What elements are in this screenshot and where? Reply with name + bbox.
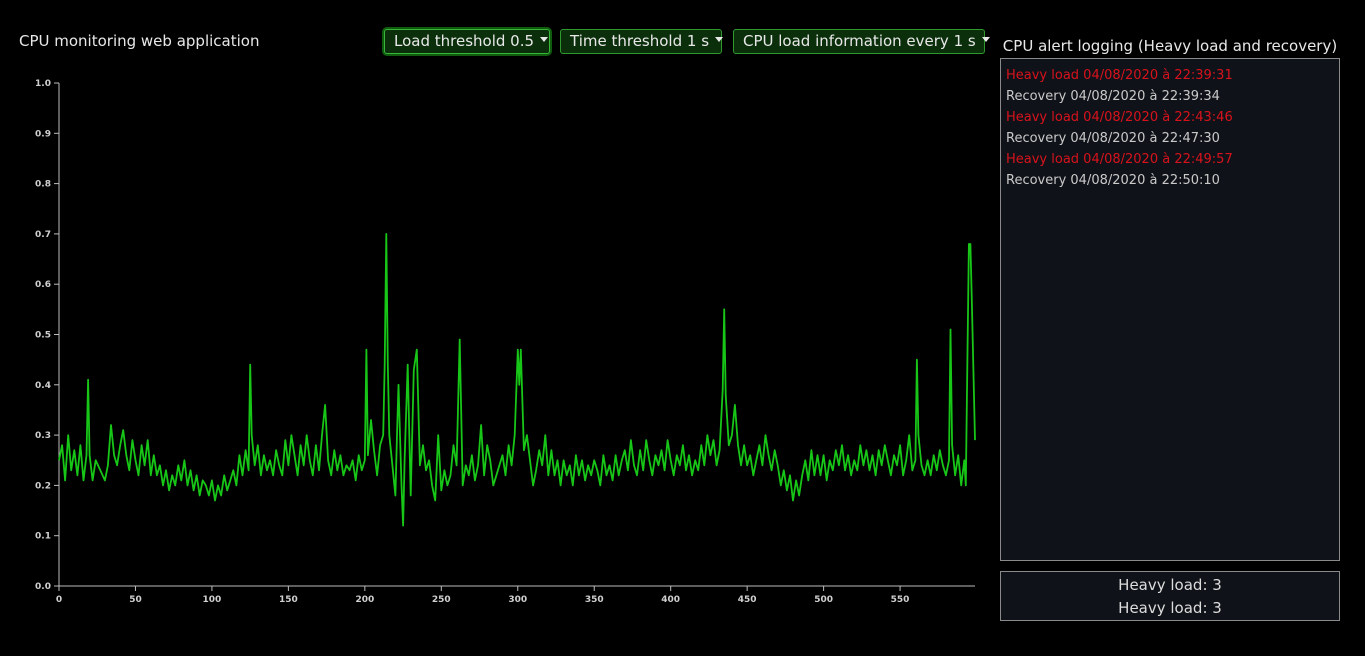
cpu-load-line (58, 232, 976, 527)
x-tick-label: 550 (891, 595, 910, 605)
x-tick-label: 50 (129, 595, 142, 605)
log-entry-recovery: Recovery 04/08/2020 à 22:50:10 (1006, 173, 1220, 188)
x-tick-label: 500 (814, 595, 833, 605)
y-tick-label: 0.9 (35, 129, 51, 139)
log-entry-heavy: Heavy load 04/08/2020 à 22:39:31 (1006, 68, 1233, 83)
page-title: CPU monitoring web application (19, 32, 260, 50)
cpu-load-chart: 0.0 0.1 0.2 0.3 0.4 0.5 0.6 0.7 0.8 0.9 1.0 0 50 100… (35, 79, 976, 605)
y-tick-label: 0.2 (35, 481, 51, 491)
caret-down-icon (715, 37, 724, 42)
y-tick-label: 1.0 (35, 79, 51, 89)
x-axis: 0 50 100 150 200 250 300 350 400 450 500 550 (56, 585, 975, 605)
caret-down-icon (981, 37, 990, 42)
y-tick-label: 0.5 (35, 331, 51, 341)
y-tick-label: 0.7 (35, 230, 51, 240)
x-tick-label: 100 (203, 595, 222, 605)
alert-log-title: CPU alert logging (Heavy load and recove… (1002, 37, 1338, 55)
y-tick-label: 0.8 (35, 180, 51, 190)
heavy-load-count: Heavy load: 3 (1118, 576, 1222, 594)
log-entry-heavy: Heavy load 04/08/2020 à 22:49:57 (1006, 152, 1233, 167)
x-tick-label: 450 (738, 595, 757, 605)
time-threshold-label: Time threshold 1 s (570, 32, 710, 50)
info-interval-dropdown[interactable]: CPU load information every 1 s (733, 29, 990, 54)
caret-down-icon (540, 37, 549, 42)
y-axis: 0.0 0.1 0.2 0.3 0.4 0.5 0.6 0.7 0.8 0.9 1.0 (35, 79, 60, 592)
log-entry-recovery: Recovery 04/08/2020 à 22:47:30 (1006, 131, 1220, 146)
log-entry-recovery: Recovery 04/08/2020 à 22:39:34 (1006, 89, 1220, 104)
alert-log-panel[interactable]: Heavy load 04/08/2020 à 22:39:31 Recovery… (1000, 58, 1340, 561)
heavy-load-count: Heavy load: 3 (1118, 599, 1222, 617)
x-tick-label: 250 (432, 595, 451, 605)
heavy-load-count-panel: Heavy load: 3 Heavy load: 3 (1000, 571, 1340, 621)
y-tick-label: 0.6 (35, 280, 51, 290)
x-tick-label: 350 (585, 595, 604, 605)
load-threshold-dropdown[interactable]: Load threshold 0.5 (384, 29, 550, 54)
time-threshold-dropdown[interactable]: Time threshold 1 s (560, 29, 724, 54)
y-tick-label: 0.3 (35, 431, 51, 441)
x-tick-label: 0 (56, 595, 62, 605)
x-tick-label: 200 (355, 595, 374, 605)
log-entry-heavy: Heavy load 04/08/2020 à 22:43:46 (1006, 110, 1233, 125)
info-interval-label: CPU load information every 1 s (743, 32, 976, 50)
series-layer (58, 232, 976, 527)
x-tick-label: 300 (508, 595, 527, 605)
y-tick-label: 0.4 (35, 381, 51, 391)
load-threshold-label: Load threshold 0.5 (394, 32, 535, 50)
y-tick-label: 0.1 (35, 532, 51, 542)
y-tick-label: 0.0 (35, 582, 51, 592)
x-tick-label: 400 (661, 595, 680, 605)
x-tick-label: 150 (279, 595, 298, 605)
